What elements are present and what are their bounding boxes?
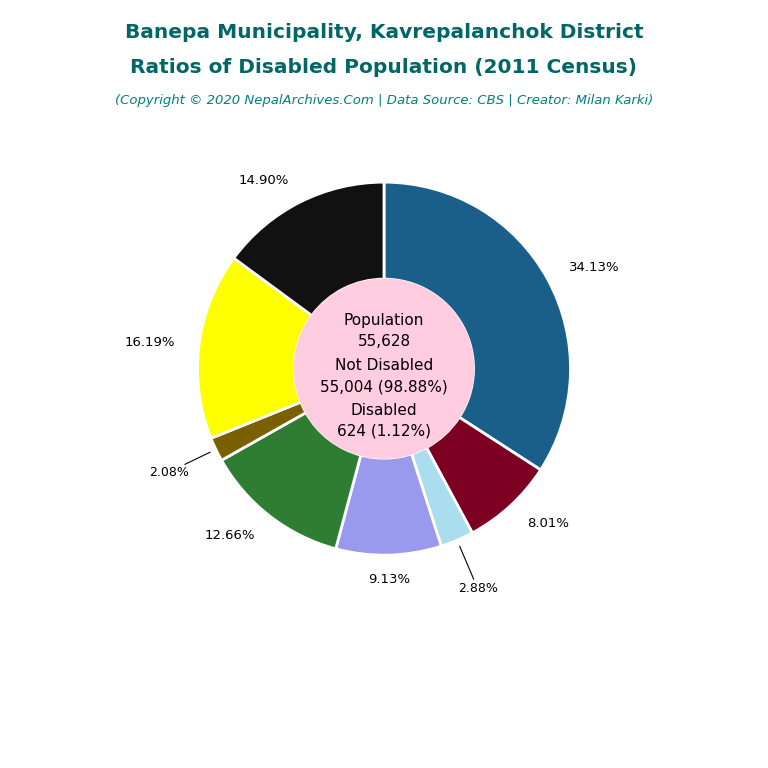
Wedge shape: [412, 448, 472, 546]
Wedge shape: [426, 417, 541, 533]
Text: 9.13%: 9.13%: [368, 573, 410, 586]
Wedge shape: [233, 182, 384, 316]
Text: (Copyright © 2020 NepalArchives.Com | Data Source: CBS | Creator: Milan Karki): (Copyright © 2020 NepalArchives.Com | Da…: [115, 94, 653, 107]
Text: Banepa Municipality, Kavrepalanchok District: Banepa Municipality, Kavrepalanchok Dist…: [124, 23, 644, 42]
Text: 34.13%: 34.13%: [569, 261, 620, 274]
Text: Disabled
624 (1.12%): Disabled 624 (1.12%): [337, 403, 431, 439]
Text: Not Disabled
55,004 (98.88%): Not Disabled 55,004 (98.88%): [320, 358, 448, 394]
Wedge shape: [221, 412, 361, 549]
Text: 2.88%: 2.88%: [458, 546, 498, 594]
Text: 16.19%: 16.19%: [124, 336, 175, 349]
Text: Ratios of Disabled Population (2011 Census): Ratios of Disabled Population (2011 Cens…: [131, 58, 637, 77]
Text: Population
55,628: Population 55,628: [344, 313, 424, 349]
Wedge shape: [384, 182, 571, 470]
Circle shape: [294, 279, 474, 458]
Text: 2.08%: 2.08%: [149, 452, 210, 478]
Text: 8.01%: 8.01%: [527, 517, 569, 530]
Text: 12.66%: 12.66%: [204, 528, 255, 541]
Text: 14.90%: 14.90%: [239, 174, 289, 187]
Wedge shape: [197, 258, 312, 439]
Wedge shape: [336, 454, 442, 555]
Wedge shape: [211, 402, 306, 460]
